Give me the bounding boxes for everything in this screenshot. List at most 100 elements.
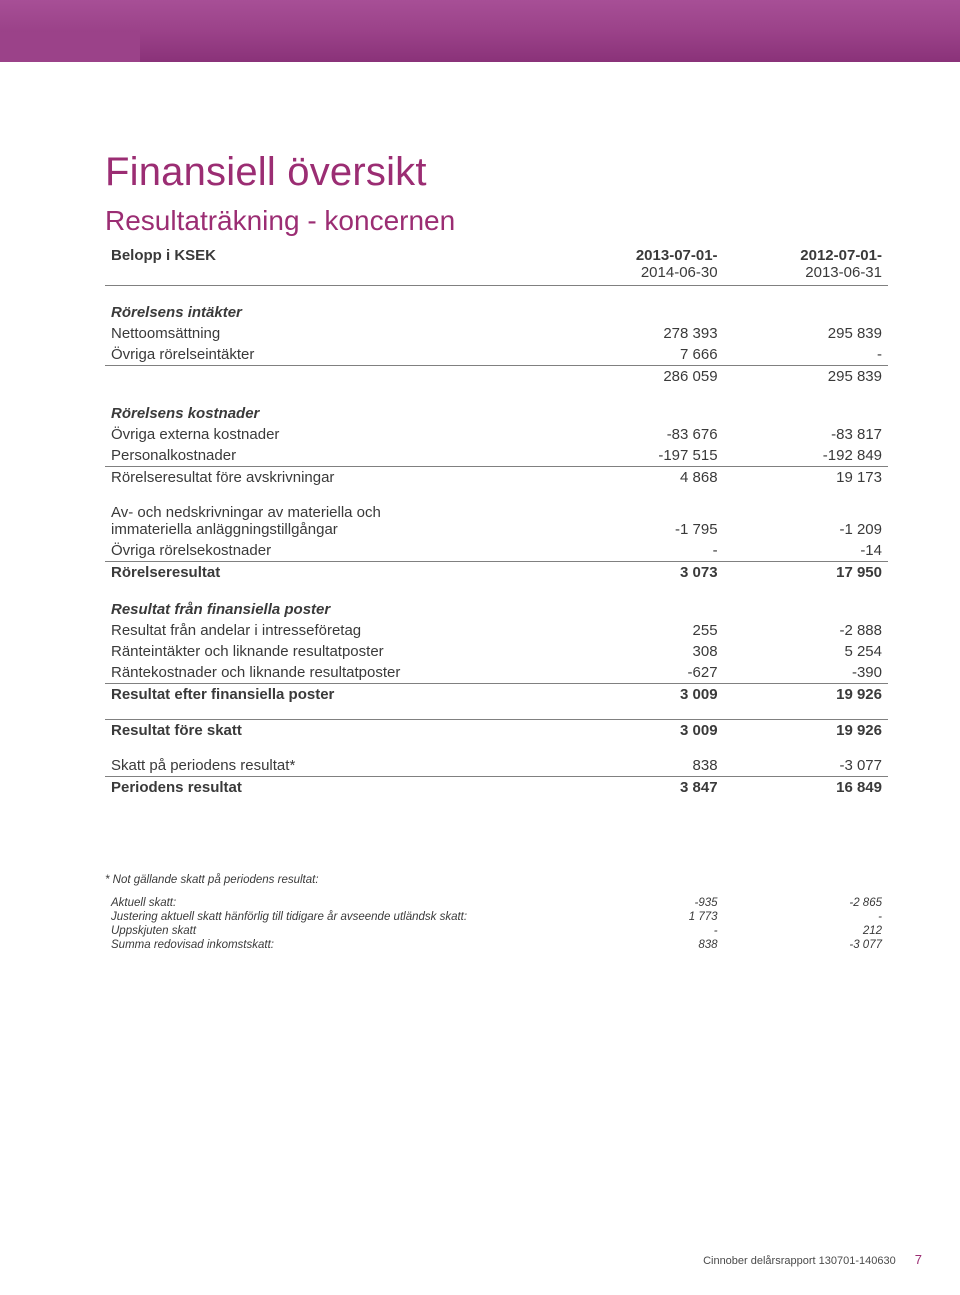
row-label: Resultat efter finansiella poster	[105, 684, 559, 706]
row-value: -197 515	[559, 445, 723, 467]
footnote-table: Aktuell skatt: -935 -2 865 Justering akt…	[105, 896, 888, 952]
row-value: 19 173	[724, 467, 888, 489]
row-value: 19 926	[724, 684, 888, 706]
row-label: Nettoomsättning	[105, 323, 559, 344]
col-period2-b: 2013-06-31	[724, 264, 888, 286]
row-value: 19 926	[724, 719, 888, 741]
row-value: 295 839	[724, 366, 888, 388]
row-value: 286 059	[559, 366, 723, 388]
table-row: Övriga externa kostnader -83 676 -83 817	[105, 424, 888, 445]
row-label: Övriga rörelseintäkter	[105, 344, 559, 366]
row-value: 3 009	[559, 684, 723, 706]
section-heading: Rörelsens intäkter	[105, 286, 888, 324]
footnote-title: * Not gällande skatt på periodens result…	[105, 874, 888, 886]
row-value: -83 817	[724, 424, 888, 445]
row-value: -83 676	[559, 424, 723, 445]
table-row: Resultat före skatt 3 009 19 926	[105, 719, 888, 741]
table-row: Skatt på periodens resultat* 838 -3 077	[105, 755, 888, 777]
row-value: 212	[724, 924, 888, 938]
income-table: Belopp i KSEK 2013-07-01- 2012-07-01- 20…	[105, 247, 888, 798]
table-row: Aktuell skatt: -935 -2 865	[105, 896, 888, 910]
row-value: 295 839	[724, 323, 888, 344]
page-footer: Cinnober delårsrapport 130701-140630 7	[703, 1252, 922, 1267]
row-value: -3 077	[724, 938, 888, 952]
table-row: 286 059 295 839	[105, 366, 888, 388]
col-label-blank	[105, 264, 559, 286]
row-value: 17 950	[724, 562, 888, 584]
page-subtitle: Resultaträkning - koncernen	[105, 205, 888, 237]
row-value: 1 773	[559, 910, 723, 924]
row-value: -935	[559, 896, 723, 910]
row-value: -627	[559, 662, 723, 684]
row-value: -3 077	[724, 755, 888, 777]
row-value: -1 209	[724, 502, 888, 540]
col-period1-b: 2014-06-30	[559, 264, 723, 286]
table-row: Periodens resultat 3 847 16 849	[105, 776, 888, 798]
col-period2-a: 2012-07-01-	[724, 247, 888, 264]
row-label: Räntekostnader och liknande resultatpost…	[105, 662, 559, 684]
row-value: -390	[724, 662, 888, 684]
table-row: Personalkostnader -197 515 -192 849	[105, 445, 888, 467]
footnote-block: * Not gällande skatt på periodens result…	[105, 874, 888, 952]
section-heading: Rörelsens kostnader	[105, 387, 888, 424]
table-row: Justering aktuell skatt hänförlig till t…	[105, 910, 888, 924]
row-value: 308	[559, 641, 723, 662]
row-value: 4 868	[559, 467, 723, 489]
row-label: Övriga externa kostnader	[105, 424, 559, 445]
row-label: Skatt på periodens resultat*	[105, 755, 559, 777]
row-value: 3 847	[559, 776, 723, 798]
row-value: 278 393	[559, 323, 723, 344]
page-title: Finansiell översikt	[105, 150, 888, 195]
row-value: 16 849	[724, 776, 888, 798]
table-row: Resultat från andelar i intresseföretag …	[105, 620, 888, 641]
row-label: Justering aktuell skatt hänförlig till t…	[105, 910, 559, 924]
row-value: 3 073	[559, 562, 723, 584]
table-row: Övriga rörelseintäkter 7 666 -	[105, 344, 888, 366]
row-value: 7 666	[559, 344, 723, 366]
row-value: -14	[724, 540, 888, 562]
page-number: 7	[915, 1252, 922, 1267]
row-value: -2 888	[724, 620, 888, 641]
table-row: Ränteintäkter och liknande resultatposte…	[105, 641, 888, 662]
row-label: Aktuell skatt:	[105, 896, 559, 910]
row-label	[105, 366, 559, 388]
row-label: Personalkostnader	[105, 445, 559, 467]
row-label: Resultat före skatt	[105, 719, 559, 741]
section-heading: Resultat från finansiella poster	[105, 583, 888, 620]
content: Finansiell översikt Resultaträkning - ko…	[0, 62, 960, 952]
row-value: 838	[559, 938, 723, 952]
header-band	[0, 0, 960, 62]
page: Finansiell översikt Resultaträkning - ko…	[0, 0, 960, 1295]
row-label: Summa redovisad inkomstskatt:	[105, 938, 559, 952]
row-label: Resultat från andelar i intresseföretag	[105, 620, 559, 641]
table-row: Nettoomsättning 278 393 295 839	[105, 323, 888, 344]
table-row: Övriga rörelsekostnader - -14	[105, 540, 888, 562]
col-period1-a: 2013-07-01-	[559, 247, 723, 264]
row-value: -2 865	[724, 896, 888, 910]
table-row: Räntekostnader och liknande resultatpost…	[105, 662, 888, 684]
row-label: Övriga rörelsekostnader	[105, 540, 559, 562]
row-value: -	[559, 924, 723, 938]
row-label: Periodens resultat	[105, 776, 559, 798]
row-label: Rörelseresultat	[105, 562, 559, 584]
row-value: 5 254	[724, 641, 888, 662]
row-label: Ränteintäkter och liknande resultatposte…	[105, 641, 559, 662]
row-value: 838	[559, 755, 723, 777]
row-value: 255	[559, 620, 723, 641]
table-row: Uppskjuten skatt - 212	[105, 924, 888, 938]
table-row: Summa redovisad inkomstskatt: 838 -3 077	[105, 938, 888, 952]
row-label: Uppskjuten skatt	[105, 924, 559, 938]
footer-text: Cinnober delårsrapport 130701-140630	[703, 1255, 896, 1267]
row-value: -192 849	[724, 445, 888, 467]
col-label: Belopp i KSEK	[105, 247, 559, 264]
table-row: Resultat efter finansiella poster 3 009 …	[105, 684, 888, 706]
row-value: 3 009	[559, 719, 723, 741]
row-value: -	[724, 910, 888, 924]
table-row: Av- och nedskrivningar av materiella och…	[105, 502, 888, 540]
row-value: -1 795	[559, 502, 723, 540]
row-value: -	[559, 540, 723, 562]
row-value: -	[724, 344, 888, 366]
row-label: Rörelseresultat före avskrivningar	[105, 467, 559, 489]
table-row: Rörelseresultat före avskrivningar 4 868…	[105, 467, 888, 489]
table-row: Rörelseresultat 3 073 17 950	[105, 562, 888, 584]
